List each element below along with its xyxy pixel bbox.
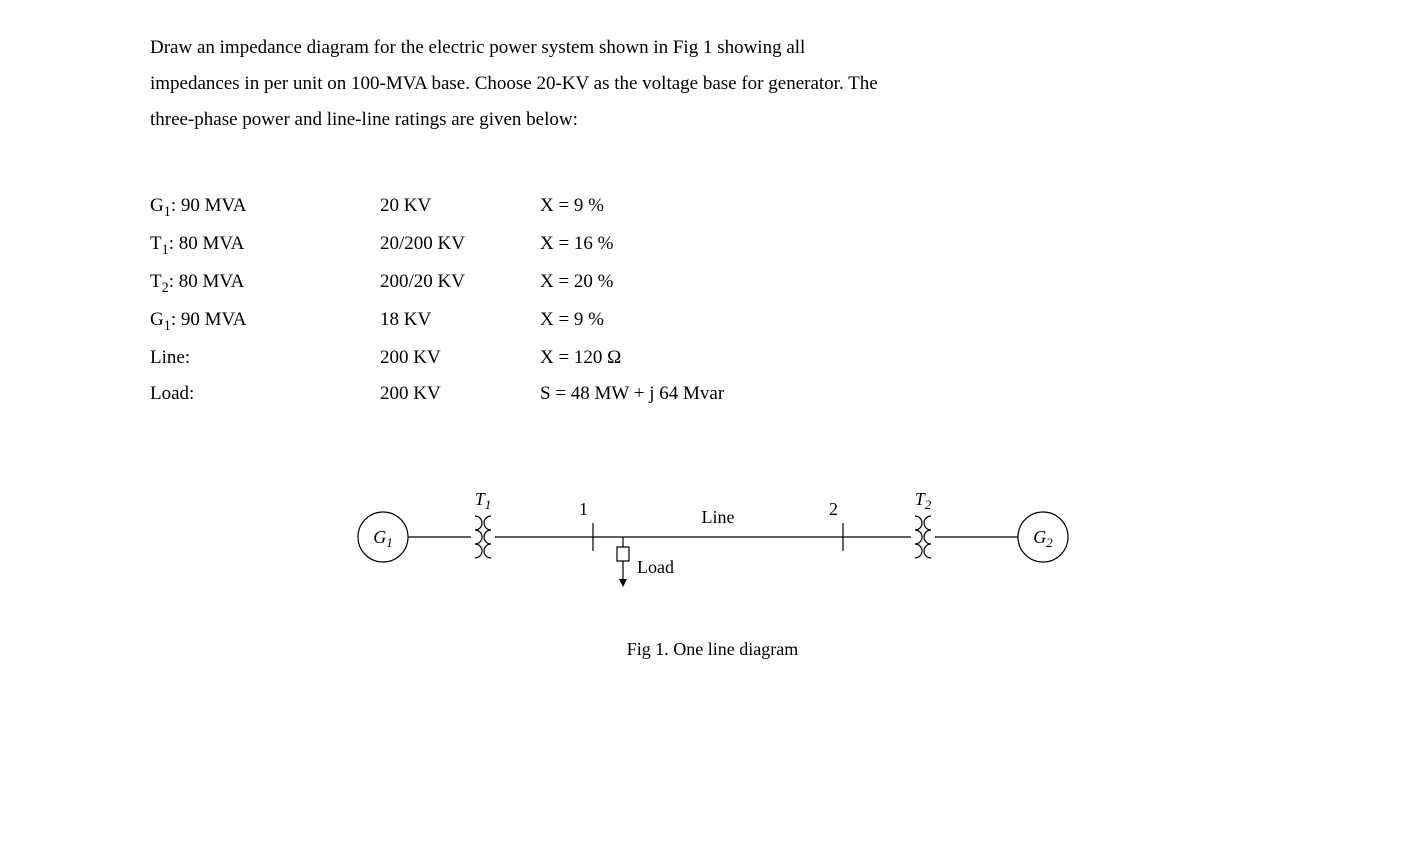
rating-component: T2: 80 MVA <box>150 264 380 302</box>
ratings-row: G1: 90 MVA18 KVX = 9 % <box>150 302 1275 340</box>
ratings-row: Load:200 KVS = 48 MW + j 64 Mvar <box>150 376 1275 412</box>
rating-value: X = 20 % <box>540 264 1275 302</box>
svg-text:Load: Load <box>637 557 674 577</box>
rating-voltage: 200/20 KV <box>380 264 540 302</box>
one-line-diagram: G1 T1 1 Line 2 T2 G2 Load <box>150 462 1275 612</box>
rating-component: Load: <box>150 376 380 412</box>
rating-component: G1: 90 MVA <box>150 302 380 340</box>
rating-component: T1: 80 MVA <box>150 226 380 264</box>
svg-text:2: 2 <box>829 499 838 519</box>
rating-value: X = 9 % <box>540 188 1275 226</box>
problem-line-3: three-phase power and line-line ratings … <box>150 102 1275 138</box>
problem-statement: Draw an impedance diagram for the electr… <box>150 30 1275 138</box>
problem-line-2: impedances in per unit on 100-MVA base. … <box>150 66 1275 102</box>
svg-text:G2: G2 <box>1033 527 1053 550</box>
svg-text:Line: Line <box>701 507 734 527</box>
rating-component: G1: 90 MVA <box>150 188 380 226</box>
ratings-table: G1: 90 MVA20 KVX = 9 %T1: 80 MVA20/200 K… <box>150 188 1275 412</box>
ratings-row: G1: 90 MVA20 KVX = 9 % <box>150 188 1275 226</box>
svg-text:G1: G1 <box>373 527 393 550</box>
svg-text:T1: T1 <box>474 489 491 512</box>
diagram-caption: Fig 1. One line diagram <box>150 632 1275 666</box>
rating-value: X = 120 Ω <box>540 340 1275 376</box>
rating-component: Line: <box>150 340 380 376</box>
rating-voltage: 200 KV <box>380 376 540 412</box>
rating-value: S = 48 MW + j 64 Mvar <box>540 376 1275 412</box>
ratings-row: T1: 80 MVA20/200 KVX = 16 % <box>150 226 1275 264</box>
rating-value: X = 16 % <box>540 226 1275 264</box>
svg-text:1: 1 <box>579 499 588 519</box>
rating-voltage: 18 KV <box>380 302 540 340</box>
diagram-svg: G1 T1 1 Line 2 T2 G2 Load <box>323 462 1103 612</box>
ratings-row: Line:200 KVX = 120 Ω <box>150 340 1275 376</box>
problem-line-1: Draw an impedance diagram for the electr… <box>150 30 1275 66</box>
rating-value: X = 9 % <box>540 302 1275 340</box>
ratings-row: T2: 80 MVA200/20 KVX = 20 % <box>150 264 1275 302</box>
svg-text:T2: T2 <box>914 489 931 512</box>
rating-voltage: 20/200 KV <box>380 226 540 264</box>
rating-voltage: 200 KV <box>380 340 540 376</box>
rating-voltage: 20 KV <box>380 188 540 226</box>
